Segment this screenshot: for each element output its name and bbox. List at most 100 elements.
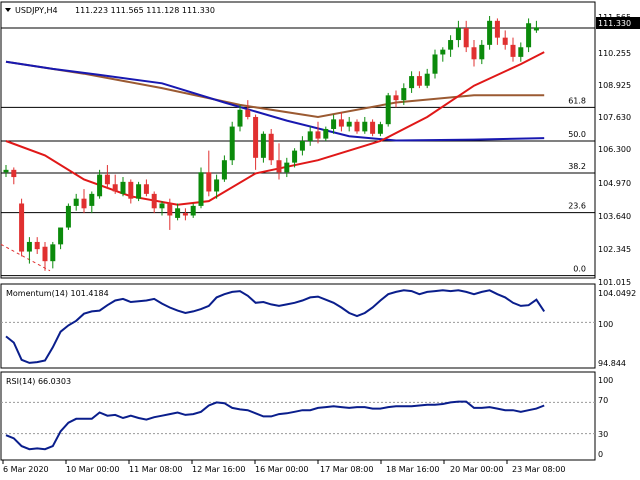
candle[interactable] [526, 18, 532, 53]
candle[interactable] [471, 40, 477, 67]
candle[interactable] [42, 241, 48, 271]
time-axis-label: 23 Mar 08:00 [512, 465, 565, 474]
candle[interactable] [65, 203, 71, 230]
candle[interactable] [237, 104, 243, 132]
candle[interactable] [120, 177, 126, 197]
candle[interactable] [377, 121, 383, 137]
candle[interactable] [346, 116, 352, 132]
candle[interactable] [159, 201, 165, 216]
candle[interactable] [292, 148, 298, 168]
candle-body [237, 109, 243, 127]
candle[interactable] [19, 198, 25, 257]
candle[interactable] [175, 203, 181, 221]
candle[interactable] [448, 35, 454, 57]
rsi-series [5, 400, 545, 451]
candle[interactable] [424, 68, 430, 89]
candle[interactable] [338, 112, 344, 132]
candle[interactable] [182, 208, 188, 221]
candle[interactable] [97, 169, 103, 199]
candle[interactable] [73, 193, 79, 211]
candle[interactable] [26, 237, 32, 264]
candle[interactable] [128, 179, 134, 204]
candle[interactable] [393, 90, 399, 108]
candle-body [26, 241, 32, 252]
candle[interactable] [50, 241, 56, 269]
candle[interactable] [510, 37, 516, 62]
candle[interactable] [229, 121, 235, 166]
momentum-panel[interactable] [0, 283, 596, 369]
candle-body [448, 40, 454, 50]
candle-body [533, 27, 539, 31]
rsi-title: RSI(14) 66.0303 [6, 377, 71, 386]
candle[interactable] [323, 126, 329, 141]
candle[interactable] [34, 237, 40, 254]
candle[interactable] [416, 71, 422, 89]
candle[interactable] [260, 131, 266, 163]
candle-body [401, 88, 407, 101]
candle-body [268, 133, 274, 161]
candle[interactable] [104, 165, 110, 190]
candle[interactable] [487, 16, 493, 50]
candle[interactable] [385, 92, 391, 127]
candle[interactable] [362, 116, 368, 134]
candle-body [167, 203, 173, 216]
candle[interactable] [221, 155, 227, 182]
candle[interactable] [245, 100, 251, 120]
candle[interactable] [253, 114, 259, 170]
candle[interactable] [331, 114, 337, 134]
candle-body [175, 208, 181, 218]
candle[interactable] [89, 191, 95, 214]
rsi-axis-label: 70 [598, 396, 608, 405]
candle[interactable] [455, 20, 461, 48]
candle[interactable] [284, 157, 290, 178]
candle[interactable] [112, 174, 118, 194]
candle[interactable] [167, 198, 173, 230]
rsi-panel[interactable] [0, 371, 596, 461]
candle[interactable] [354, 119, 360, 134]
candle-body [471, 47, 477, 60]
fib-level-label: 23.6 [568, 202, 586, 211]
price-label: 106.300 [598, 145, 631, 154]
candle[interactable] [81, 189, 87, 214]
candle[interactable] [151, 191, 157, 214]
candle[interactable] [268, 128, 274, 166]
candle[interactable] [276, 143, 282, 180]
candle[interactable] [518, 42, 524, 62]
fib-level-label: 50.0 [568, 130, 586, 139]
momentum-line [1, 289, 595, 364]
symbol-dropdown-icon[interactable] [5, 8, 11, 12]
candle[interactable] [533, 20, 539, 33]
candle-body [526, 23, 532, 48]
candle[interactable] [370, 119, 376, 137]
candle-body [221, 160, 227, 180]
candle[interactable] [136, 181, 142, 202]
candle[interactable] [409, 71, 415, 93]
candle[interactable] [494, 18, 500, 45]
candle[interactable] [432, 49, 438, 79]
candle-body [3, 169, 9, 173]
candlesticks[interactable] [3, 16, 539, 271]
candle[interactable] [401, 83, 407, 105]
candle-body [315, 131, 321, 139]
candle[interactable] [315, 121, 321, 144]
candle[interactable] [299, 136, 305, 156]
candle-body [97, 174, 103, 197]
momentum-axis-label: 94.844 [598, 359, 626, 368]
candle[interactable] [214, 174, 220, 199]
candle[interactable] [440, 47, 446, 62]
candle[interactable] [143, 179, 149, 197]
candle[interactable] [11, 167, 17, 185]
candle[interactable] [190, 203, 196, 218]
candle-body [50, 244, 56, 262]
candle[interactable] [206, 150, 212, 197]
candle[interactable] [307, 126, 313, 146]
candle[interactable] [58, 227, 64, 250]
candle-body [120, 181, 126, 194]
candle[interactable] [463, 20, 469, 53]
candle[interactable] [3, 165, 9, 178]
candle[interactable] [479, 40, 485, 65]
candle[interactable] [502, 30, 508, 50]
candle-body [370, 121, 376, 134]
candle[interactable] [198, 167, 204, 209]
